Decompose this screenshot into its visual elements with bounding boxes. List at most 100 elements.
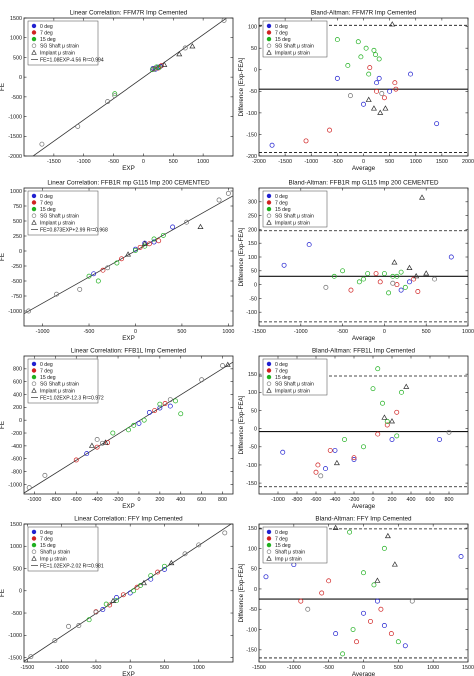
x-tick-label: -1500 bbox=[47, 159, 61, 165]
data-point-triangle bbox=[423, 270, 430, 276]
data-point-circle bbox=[105, 99, 111, 105]
data-point-circle bbox=[105, 265, 111, 271]
data-point-circle bbox=[156, 238, 162, 244]
y-tick-label: 150 bbox=[248, 372, 257, 378]
x-tick-label: -1500 bbox=[252, 665, 266, 671]
y-tick-label: 1500 bbox=[10, 522, 22, 528]
legend-label: 7 deg bbox=[40, 369, 53, 375]
data-point-circle bbox=[93, 609, 99, 615]
x-tick-label: 1500 bbox=[436, 159, 448, 165]
chart-title: Bland-Altman: FFM7R Imp Cemented bbox=[311, 10, 417, 17]
x-axis-label: EXP bbox=[122, 165, 135, 172]
y-tick-label: 1500 bbox=[10, 16, 22, 22]
chart-panel-8: Bland-Altman: FFY Imp Cemented-1500 -1000… bbox=[238, 516, 474, 676]
data-point-circle bbox=[167, 397, 173, 403]
legend-box bbox=[262, 526, 328, 564]
y-tick-label: 0 bbox=[254, 587, 257, 593]
fit-equation: FE=1.08EXP-4.56 R²=0.994 bbox=[40, 57, 104, 63]
x-tick-label: 1000 bbox=[197, 159, 209, 165]
data-point-circle bbox=[263, 574, 269, 580]
legend-label: 7 deg bbox=[40, 201, 53, 207]
data-point-circle bbox=[355, 39, 361, 45]
y-tick-label: 50 bbox=[251, 269, 257, 275]
data-point-triangle bbox=[406, 264, 413, 270]
data-point-circle bbox=[221, 18, 227, 23]
data-point-triangle bbox=[389, 21, 396, 27]
y-tick-label: 750 bbox=[13, 204, 22, 210]
legend-marker-circle bbox=[266, 213, 272, 218]
legend-label: 0 deg bbox=[40, 362, 53, 368]
legend-marker-triangle bbox=[31, 219, 37, 225]
legend-marker-circle bbox=[266, 536, 272, 541]
x-tick-label: 1000 bbox=[193, 665, 205, 671]
chart-panel-1: Linear Correlation: FFM7R Imp Cemented -1… bbox=[0, 10, 234, 172]
x-tick-label: -800 bbox=[50, 497, 61, 503]
x-tick-label: -500 bbox=[91, 665, 102, 671]
data-point-circle bbox=[120, 592, 126, 598]
data-point-circle bbox=[151, 236, 157, 242]
data-point-circle bbox=[365, 271, 371, 277]
data-point-circle bbox=[225, 190, 231, 196]
data-point-circle bbox=[388, 631, 394, 637]
regression-line bbox=[32, 18, 228, 156]
x-tick-label: 1000 bbox=[222, 329, 234, 335]
y-tick-label: -1500 bbox=[8, 134, 22, 140]
y-tick-label: -200 bbox=[11, 431, 22, 437]
y-axis-label: Difference [Exp-FEA] bbox=[238, 395, 245, 454]
data-point-circle bbox=[373, 271, 379, 277]
data-point-circle bbox=[100, 607, 106, 612]
y-tick-label: 50 bbox=[251, 46, 257, 52]
data-point-triangle bbox=[88, 442, 95, 448]
legend-box bbox=[27, 526, 99, 572]
data-point-triangle bbox=[391, 561, 398, 567]
legend-label: 15 deg bbox=[40, 375, 56, 381]
data-point-circle bbox=[26, 485, 32, 491]
legend-marker-triangle bbox=[31, 49, 37, 55]
data-point-circle bbox=[398, 269, 404, 275]
legend-box bbox=[27, 20, 99, 66]
data-point-circle bbox=[437, 437, 442, 442]
x-tick-label: 0 bbox=[383, 329, 386, 335]
data-point-circle bbox=[173, 398, 178, 404]
y-tick-label: 500 bbox=[13, 566, 22, 572]
data-point-circle bbox=[393, 86, 399, 92]
legend-marker-circle bbox=[31, 193, 37, 199]
legend-label: Imp μ strain bbox=[275, 556, 302, 562]
x-tick-label: 500 bbox=[160, 665, 169, 671]
data-point-circle bbox=[77, 286, 83, 292]
data-point-circle bbox=[323, 284, 329, 290]
data-point-circle bbox=[148, 573, 154, 579]
x-tick-label: -500 bbox=[323, 665, 334, 671]
data-point-circle bbox=[142, 243, 148, 249]
data-point-circle bbox=[76, 623, 82, 628]
data-point-circle bbox=[318, 473, 324, 479]
data-point-triangle bbox=[382, 105, 389, 111]
data-point-triangle bbox=[224, 361, 231, 367]
legend-label: 0 deg bbox=[275, 194, 288, 200]
y-axis-label: Difference [Exp-FEA] bbox=[238, 57, 245, 116]
x-tick-label: 0 bbox=[362, 665, 365, 671]
data-point-circle bbox=[315, 462, 321, 468]
legend-marker-circle bbox=[266, 30, 272, 35]
data-point-circle bbox=[361, 444, 366, 450]
x-tick-label: 200 bbox=[155, 497, 164, 503]
data-point-circle bbox=[54, 291, 59, 297]
y-tick-label: 400 bbox=[13, 392, 22, 398]
x-tick-label: 1000 bbox=[427, 665, 439, 671]
legend-label: Implant μ strain bbox=[40, 220, 75, 226]
legend-label: 0 deg bbox=[40, 194, 53, 200]
y-tick-label: 0 bbox=[254, 427, 257, 433]
data-point-circle bbox=[384, 418, 390, 424]
legend-box bbox=[27, 358, 99, 404]
data-point-circle bbox=[126, 427, 131, 433]
data-point-circle bbox=[375, 431, 381, 437]
data-point-circle bbox=[389, 437, 395, 442]
x-tick-label: 0 bbox=[142, 159, 145, 165]
data-point-circle bbox=[458, 554, 464, 559]
legend-label: 0 deg bbox=[40, 530, 53, 536]
legend-marker-circle bbox=[31, 30, 37, 35]
data-point-circle bbox=[345, 62, 351, 68]
legend-marker-circle bbox=[266, 193, 272, 199]
legend-marker-circle bbox=[31, 374, 37, 380]
data-point-circle bbox=[103, 601, 109, 607]
